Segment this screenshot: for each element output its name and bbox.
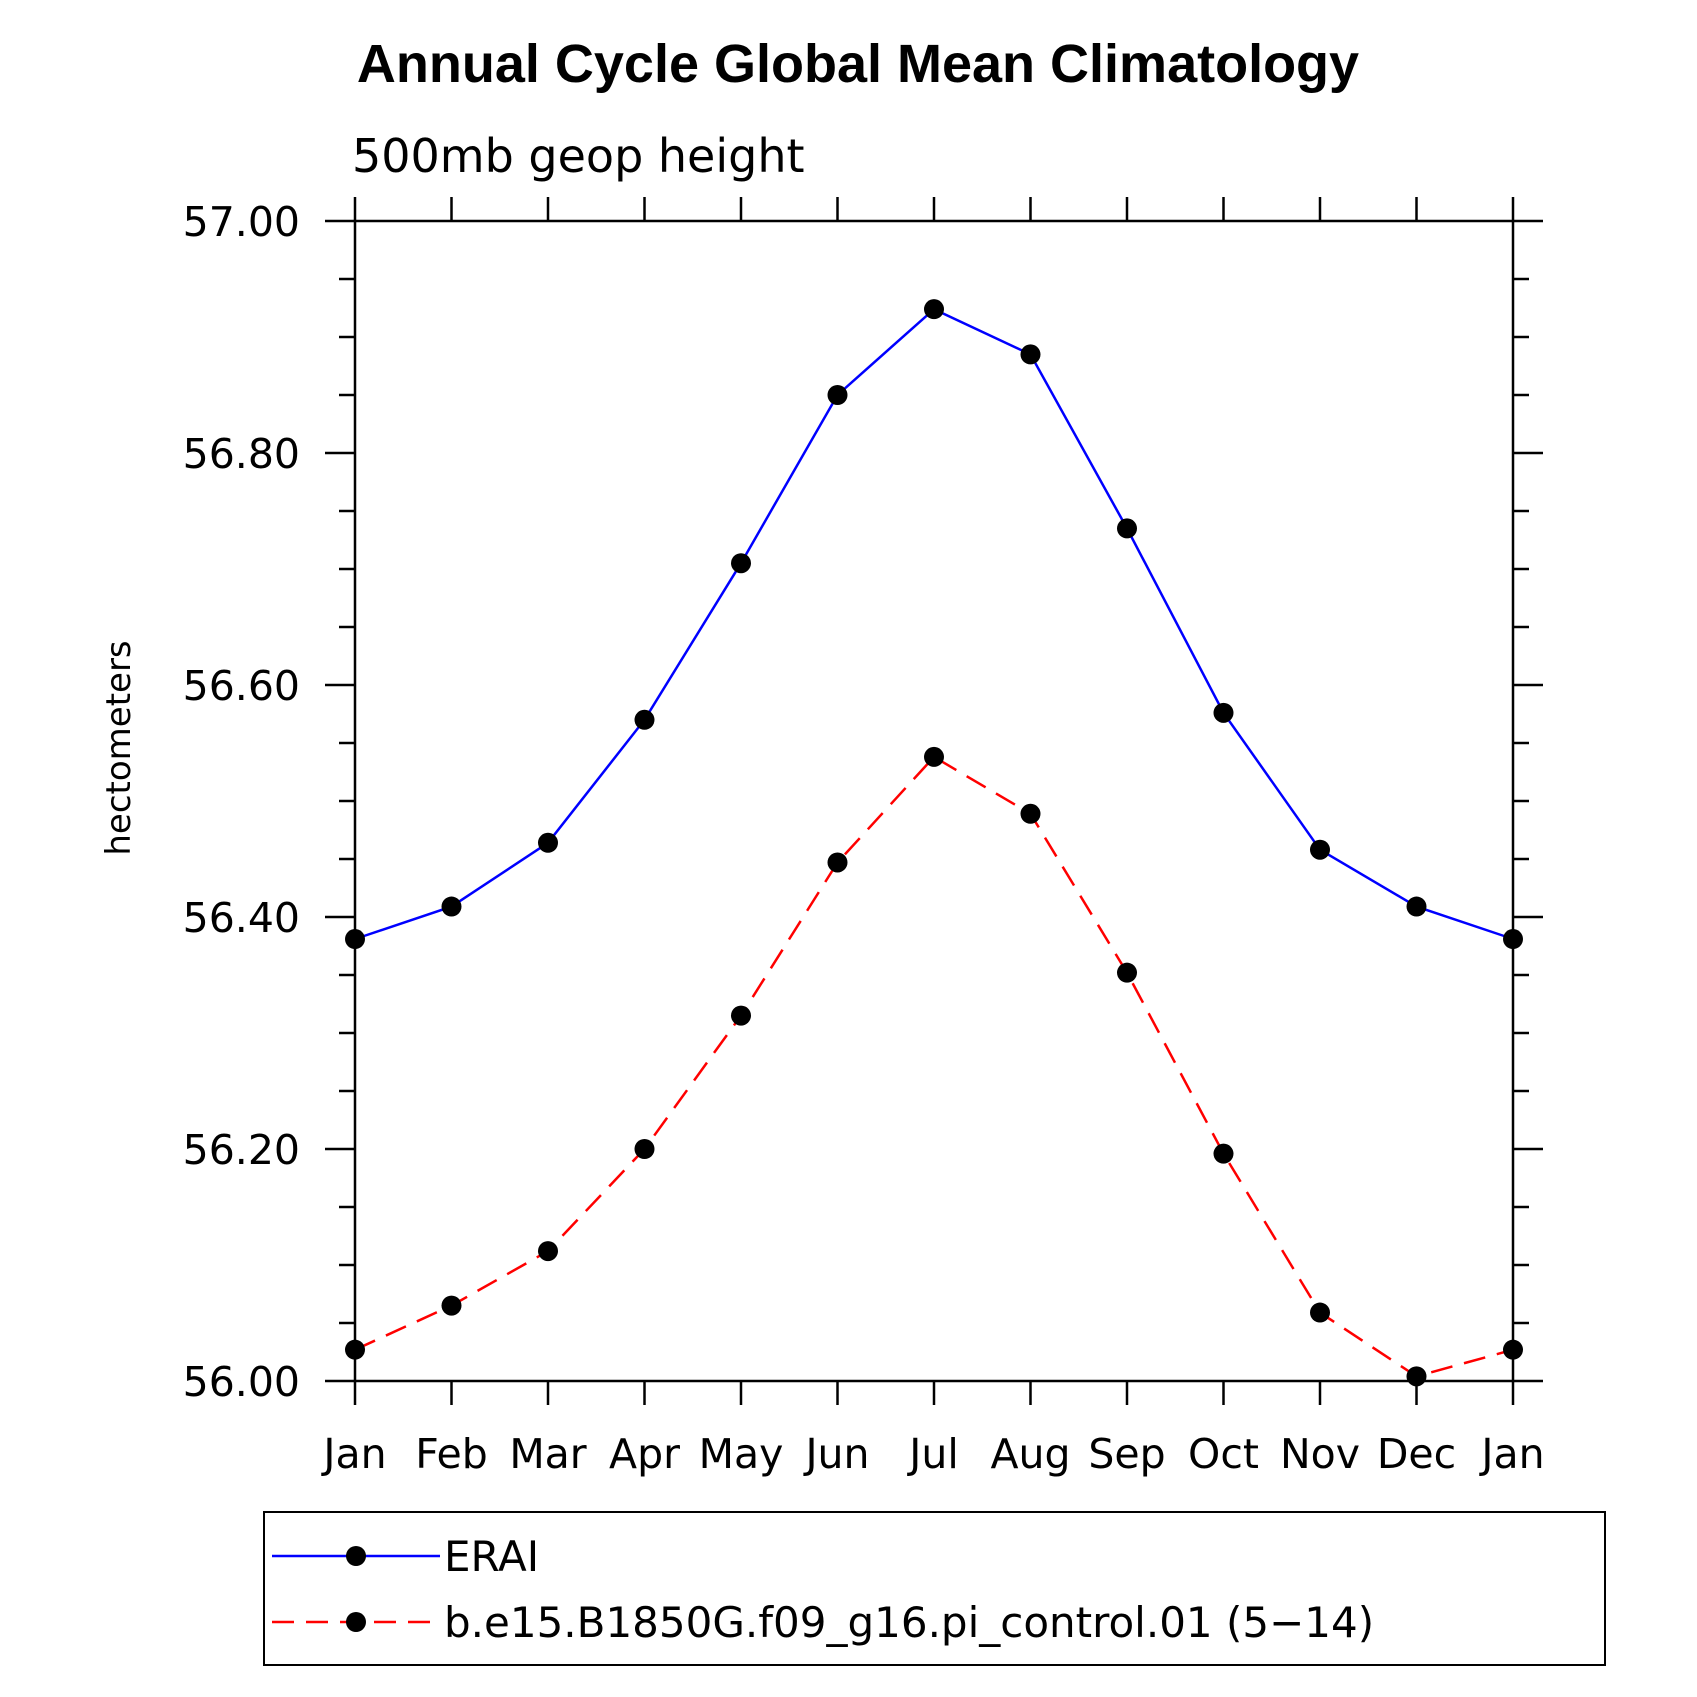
data-point [441, 896, 462, 917]
series-points [345, 299, 1523, 1387]
series-lines [354, 307, 1514, 1378]
series-line [354, 755, 1514, 1378]
data-point [1406, 1366, 1427, 1387]
data-point [441, 1295, 462, 1316]
x-tick-label: Jan [1478, 1430, 1544, 1478]
x-tick-label: Jul [906, 1430, 958, 1478]
legend-marker [346, 1546, 366, 1566]
x-tick-label: Aug [990, 1430, 1070, 1478]
x-tick-label: Jan [320, 1430, 386, 1478]
data-point [1213, 702, 1234, 723]
data-point [1310, 839, 1330, 860]
x-tick-label: Sep [1088, 1430, 1165, 1478]
axis-ticks [325, 197, 1543, 1405]
y-tick-labels: 56.00 56.20 56.40 56.60 56.80 57.00 [183, 198, 300, 1406]
y-tick-label: 56.00 [183, 1358, 300, 1406]
data-point [1020, 344, 1041, 365]
legend-entries: ERAI b.e15.B1850G.f09_g16.pi_control.01 (… [272, 1532, 1374, 1647]
x-tick-label: Oct [1188, 1430, 1259, 1478]
legend: ERAI b.e15.B1850G.f09_g16.pi_control.01 (… [263, 1511, 1606, 1666]
y-axis-label: hectometers [99, 640, 139, 855]
data-point [538, 1241, 558, 1262]
data-point [1117, 962, 1137, 983]
x-tick-label: Apr [609, 1430, 680, 1478]
x-tick-labels: Jan Feb Mar Apr May Jun Jul Aug Sep Oct Nov Dec Jan [320, 1430, 1544, 1478]
data-point [538, 832, 558, 853]
data-point [1213, 1143, 1234, 1164]
chart-subtitle: 500mb geop height [352, 129, 805, 183]
y-tick-label: 56.20 [183, 1126, 300, 1174]
x-tick-label: Feb [415, 1430, 488, 1478]
x-tick-label: Dec [1377, 1430, 1456, 1478]
data-point [1406, 896, 1427, 917]
y-tick-label: 57.00 [183, 198, 300, 246]
data-point [827, 385, 848, 405]
data-point [731, 1005, 751, 1026]
data-point [924, 299, 944, 320]
data-point [634, 1139, 655, 1159]
chart-title: Annual Cycle Global Mean Climatology [357, 34, 1359, 94]
x-tick-label: May [699, 1430, 784, 1478]
y-tick-label: 56.60 [183, 662, 300, 710]
plot-frame [353, 219, 1515, 1383]
data-point [731, 553, 751, 574]
data-point [827, 852, 848, 873]
x-tick-label: Nov [1280, 1430, 1360, 1478]
series-line [354, 307, 1514, 941]
data-point [634, 709, 655, 730]
legend-box [263, 1511, 1606, 1666]
data-point [924, 746, 944, 767]
data-point [1117, 518, 1137, 539]
legend-marker [346, 1612, 366, 1632]
x-tick-label: Jun [802, 1430, 869, 1478]
y-tick-label: 56.80 [183, 430, 300, 478]
x-tick-label: Mar [509, 1430, 586, 1478]
data-point [1020, 803, 1041, 824]
data-point [1310, 1302, 1330, 1323]
legend-label: b.e15.B1850G.f09_g16.pi_control.01 (5−14… [444, 1598, 1374, 1647]
legend-label: ERAI [444, 1532, 539, 1581]
y-tick-label: 56.40 [183, 894, 300, 942]
